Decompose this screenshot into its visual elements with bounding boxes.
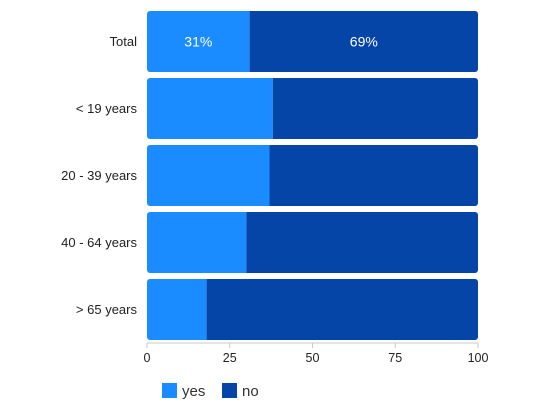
bar-20-39-years-yes	[147, 145, 270, 206]
category-label: 20 - 39 years	[61, 168, 137, 183]
x-tick-label: 75	[388, 351, 402, 365]
bar-65-years-no	[206, 279, 478, 340]
x-tick-label: 50	[306, 351, 320, 365]
legend-label-yes: yes	[182, 383, 205, 400]
legend-swatch-yes	[162, 383, 177, 398]
category-label: Total	[110, 34, 138, 49]
legend-label-no: no	[242, 383, 259, 400]
bar-65-years-yes	[147, 279, 207, 340]
bar-total-no	[249, 11, 478, 72]
x-tick-label: 100	[468, 351, 489, 365]
bar-20-39-years-no	[269, 145, 478, 206]
category-label: > 65 years	[76, 302, 138, 317]
x-tick-label: 0	[144, 351, 151, 365]
bar-total-yes	[147, 11, 250, 72]
bar-19-years-yes	[147, 78, 273, 139]
legend-swatch-no	[222, 383, 237, 398]
bar-19-years-no	[272, 78, 478, 139]
bar-40-64-years-yes	[147, 212, 247, 273]
x-tick-label: 25	[223, 351, 237, 365]
data-label-total-yes: 31%	[184, 34, 212, 50]
data-label-total-no: 69%	[350, 34, 378, 50]
bar-40-64-years-no	[246, 212, 478, 273]
category-label: 40 - 64 years	[61, 235, 137, 250]
category-label: < 19 years	[76, 101, 138, 116]
